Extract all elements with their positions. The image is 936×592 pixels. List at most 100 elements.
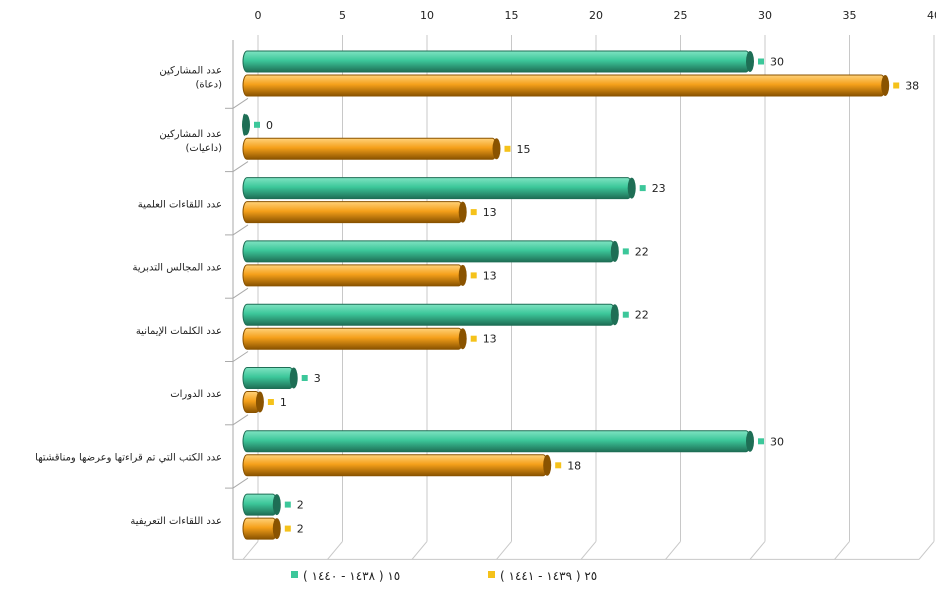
value-marker — [284, 525, 291, 532]
value-marker — [470, 335, 477, 342]
data-label: 2 — [297, 499, 304, 512]
value-marker — [504, 145, 511, 152]
bar — [242, 264, 464, 287]
bars — [242, 50, 890, 540]
value-marker — [893, 82, 900, 89]
bar-end-cap — [272, 518, 281, 540]
x-tick-label: 40 — [927, 9, 936, 22]
bar — [242, 454, 548, 477]
value-marker — [622, 311, 629, 318]
data-label: 18 — [567, 459, 581, 472]
bar-end-cap — [458, 264, 467, 286]
category-label: عدد الدورات — [170, 389, 222, 400]
bar-end-cap — [881, 75, 890, 96]
x-tick-label: 0 — [255, 9, 262, 22]
category-label: عدد المجالس التدبرية — [133, 263, 222, 274]
legend-swatch — [291, 571, 298, 578]
legend-swatch — [488, 571, 495, 578]
category-separator — [232, 477, 249, 489]
bar — [242, 517, 278, 540]
data-label: 15 — [517, 143, 531, 156]
bar-end-cap — [610, 240, 619, 262]
data-label: 13 — [483, 269, 497, 282]
data-label: 22 — [635, 309, 649, 322]
x-axis-ticks: 0 5 10 15 20 25 30 35 40 — [255, 9, 936, 22]
category-label: (داعيات) — [186, 143, 223, 154]
data-label: 13 — [483, 206, 497, 219]
value-marker — [267, 399, 274, 405]
data-label: 1 — [280, 396, 287, 409]
bar-end-cap — [610, 304, 619, 326]
bar — [242, 137, 497, 160]
x-tick-label: 20 — [589, 9, 603, 22]
bar-end-cap — [272, 494, 281, 516]
data-label: 38 — [905, 80, 919, 93]
category-label: عدد اللقاءات العلمية — [138, 199, 222, 210]
grid-line — [327, 541, 343, 560]
grid-lines — [225, 35, 935, 560]
data-label: 0 — [266, 119, 273, 132]
grid-line — [496, 541, 512, 560]
x-tick-label: 15 — [505, 9, 519, 22]
category-label: عدد المشاركين — [159, 129, 222, 140]
bar-end-cap — [255, 391, 264, 413]
category-label: عدد الكتب التي تم قراءتها وعرضها ومناقشت… — [35, 452, 222, 463]
value-marker — [470, 272, 477, 279]
category-label: عدد المشاركين — [159, 66, 222, 77]
bar — [242, 493, 278, 516]
category-separator — [232, 224, 249, 236]
legend: ٢٥ ( ١٤٣٩ - ١٤٤١ ) ١٥ ( ١٤٣٨ - ١٤٤٠ ) — [291, 569, 597, 583]
value-marker — [301, 375, 308, 381]
bar-end-cap — [458, 201, 467, 223]
bar — [242, 50, 751, 73]
data-label: 22 — [635, 245, 649, 258]
x-tick-label: 35 — [843, 9, 857, 22]
category-labels: عدد المشاركين (دعاة) عدد المشاركين (داعيات)… — [35, 66, 222, 527]
value-marker — [254, 121, 260, 128]
category-separator — [232, 414, 249, 426]
value-marker — [555, 462, 562, 469]
data-label: 23 — [652, 182, 666, 195]
grid-line — [580, 541, 597, 560]
value-marker — [284, 501, 291, 508]
x-tick-label: 25 — [674, 9, 688, 22]
bar-end-cap — [746, 430, 754, 452]
bar — [242, 177, 633, 200]
legend-label: ١٥ ( ١٤٣٨ - ١٤٤٠ ) — [303, 569, 400, 583]
grid-line — [411, 541, 428, 560]
bar-end-cap — [289, 367, 298, 389]
bar — [242, 303, 616, 326]
x-tick-label: 30 — [758, 9, 772, 22]
data-label: 13 — [483, 333, 497, 346]
bar-end-cap — [458, 328, 467, 350]
x-tick-label: 10 — [420, 9, 434, 22]
value-marker — [758, 58, 764, 65]
category-label: عدد اللقاءات التعريفية — [130, 516, 222, 527]
grid-line — [242, 541, 259, 560]
bar-end-cap — [627, 177, 636, 199]
legend-label: ٢٥ ( ١٤٣٩ - ١٤٤١ ) — [500, 569, 597, 583]
value-marker — [622, 248, 629, 255]
category-separator — [232, 351, 249, 362]
category-separator — [232, 161, 249, 173]
category-separator — [232, 97, 249, 109]
bar-end-cap — [543, 454, 552, 476]
data-label: 30 — [770, 435, 784, 448]
data-label: 30 — [770, 56, 784, 69]
bar — [242, 74, 886, 97]
bar — [242, 201, 464, 224]
grid-line — [749, 541, 766, 560]
grid-line — [665, 541, 681, 560]
bar-end-cap — [492, 138, 501, 160]
value-labels: 30 0 23 22 22 3 30 2 38 15 13 13 13 1 18 2 — [254, 56, 919, 536]
data-label: 3 — [314, 372, 321, 385]
bar-end-cap — [746, 51, 754, 72]
bar — [242, 430, 751, 453]
category-label: (دعاة) — [195, 80, 222, 91]
value-marker — [639, 185, 646, 192]
category-label: عدد الكلمات الإيمانية — [136, 326, 222, 337]
bar — [242, 240, 616, 263]
bar-end-cap — [242, 114, 250, 136]
category-separator — [232, 287, 249, 299]
